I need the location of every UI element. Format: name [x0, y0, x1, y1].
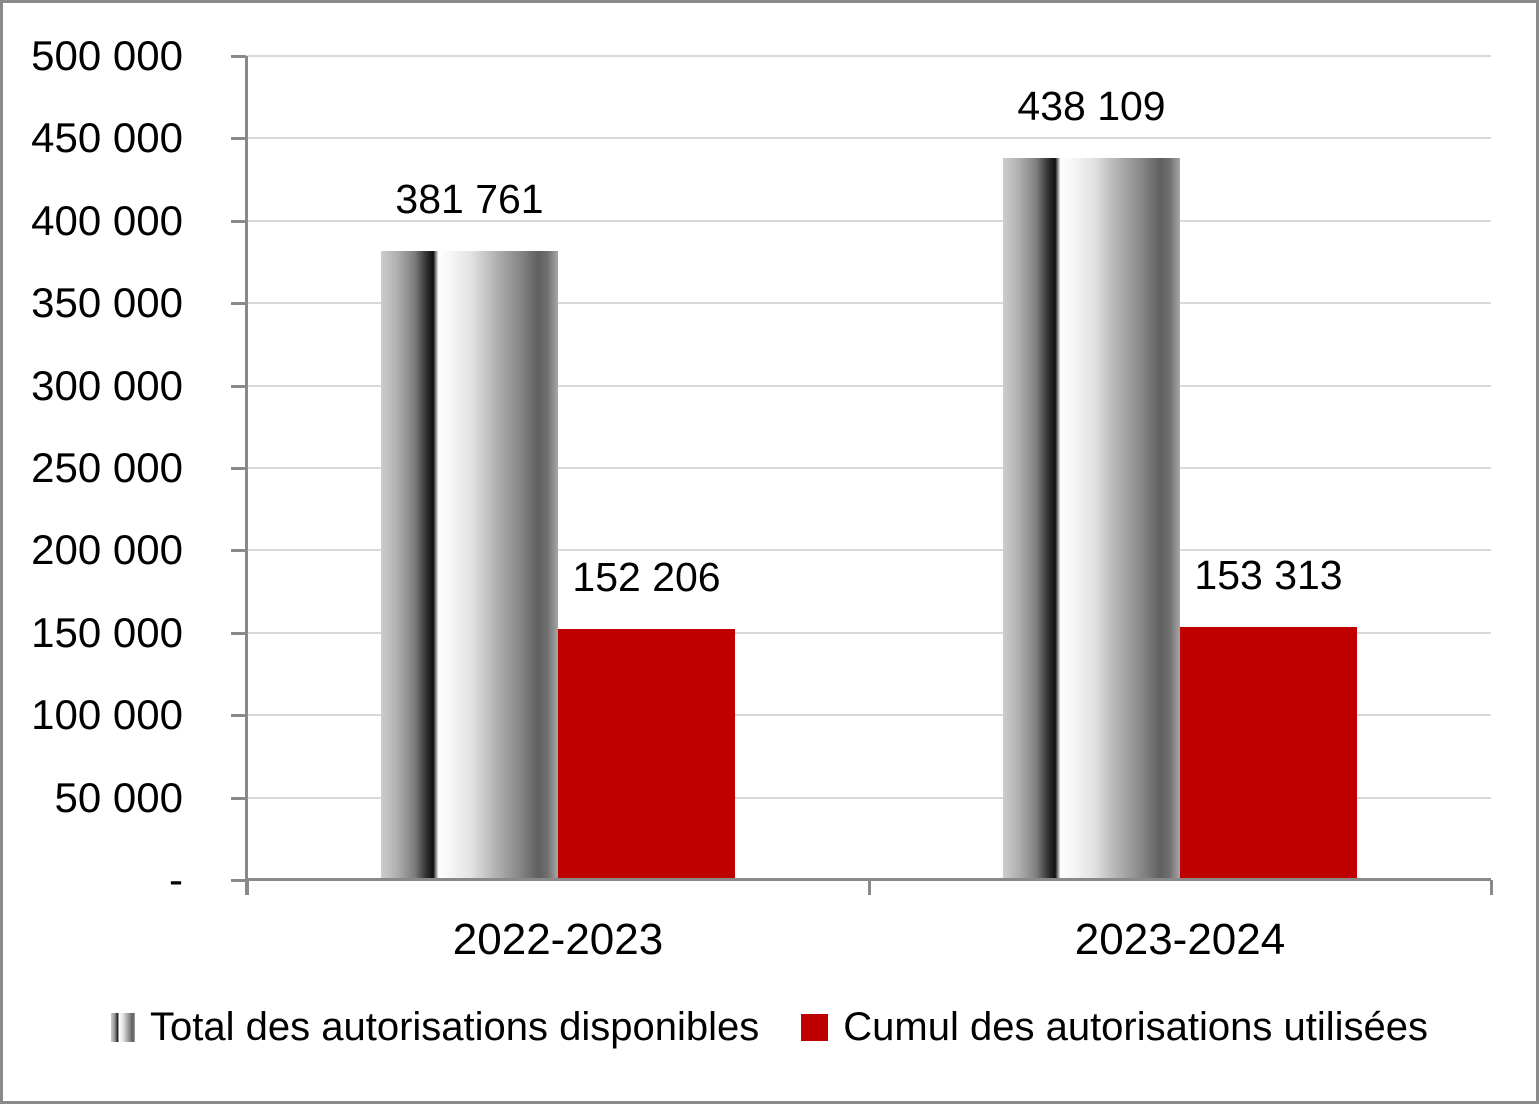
y-axis-label-350000: 350 000 — [31, 279, 183, 327]
legend-label-cumul-utilisees: Cumul des autorisations utilisées — [843, 1005, 1428, 1049]
legend-label-total-disponibles: Total des autorisations disponibles — [150, 1005, 760, 1049]
y-axis-label-50000: 50 000 — [54, 773, 183, 821]
data-label-2023-2024-series-1: 153 313 — [1194, 552, 1343, 599]
gridline-150000 — [247, 631, 1491, 634]
y-axis-label-150000: 150 000 — [31, 608, 183, 656]
x-tick — [245, 880, 249, 895]
y-tick-0 — [231, 879, 246, 882]
y-axis-label-300000: 300 000 — [31, 361, 183, 409]
gridline-450000 — [247, 137, 1491, 140]
x-axis-label-2023-2024: 2023-2024 — [1074, 915, 1286, 964]
bar-2023-2024-series-1 — [1180, 627, 1357, 880]
gridline-100000 — [247, 714, 1491, 717]
y-tick-500000 — [231, 55, 246, 58]
y-tick-450000 — [231, 137, 246, 141]
x-tick — [1489, 880, 1493, 895]
y-axis-label-500000: 500 000 — [31, 32, 183, 79]
y-tick-100000 — [231, 714, 246, 718]
bar-2022-2023-series-1 — [558, 629, 735, 880]
gridline-350000 — [247, 302, 1491, 305]
gridline-50000 — [247, 796, 1491, 799]
y-tick-200000 — [231, 549, 246, 553]
gridline-200000 — [247, 549, 1491, 552]
y-axis-label-0: - — [169, 856, 183, 903]
legend: Total des autorisations disponibles Cumu… — [3, 1005, 1536, 1050]
gridline-500000 — [247, 55, 1491, 57]
legend-item-total-disponibles: Total des autorisations disponibles — [111, 1005, 759, 1050]
legend-gray-gradient-swatch-icon — [111, 1013, 135, 1042]
plot-area: 381 761 152 206 438 109 153 313 — [245, 55, 1491, 895]
y-axis-label-400000: 400 000 — [31, 196, 183, 244]
data-label-2022-2023-series-0: 381 761 — [395, 175, 544, 222]
y-tick-300000 — [231, 384, 246, 388]
y-axis — [245, 56, 248, 895]
y-tick-150000 — [231, 631, 246, 635]
x-tick — [867, 880, 871, 895]
bar-2022-2023-series-0 — [381, 250, 558, 880]
bar-2023-2024-series-0 — [1003, 158, 1180, 880]
y-axis-label-100000: 100 000 — [31, 691, 183, 739]
gridline-300000 — [247, 384, 1491, 387]
legend-red-swatch-icon — [801, 1014, 829, 1041]
y-axis-label-250000: 250 000 — [31, 444, 183, 491]
gridline-250000 — [247, 467, 1491, 469]
y-axis-label-450000: 450 000 — [31, 114, 183, 162]
data-label-2023-2024-series-0: 438 109 — [1017, 82, 1166, 129]
x-axis-label-2022-2023: 2022-2023 — [452, 915, 664, 964]
data-label-2022-2023-series-1: 152 206 — [572, 554, 721, 601]
y-tick-350000 — [231, 302, 246, 306]
y-tick-250000 — [231, 467, 246, 470]
x-axis — [247, 878, 1491, 881]
y-axis-label-200000: 200 000 — [31, 526, 183, 574]
y-tick-50000 — [231, 796, 246, 800]
gridline-400000 — [247, 219, 1491, 222]
y-tick-400000 — [231, 219, 246, 223]
legend-item-cumul-utilisees: Cumul des autorisations utilisées — [801, 1005, 1428, 1050]
